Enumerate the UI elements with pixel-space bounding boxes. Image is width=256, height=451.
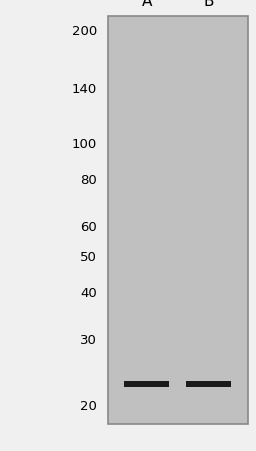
Text: B: B [204, 0, 214, 9]
Text: 80: 80 [81, 174, 97, 187]
Text: 140: 140 [72, 83, 97, 96]
Bar [124, 381, 169, 387]
Text: 30: 30 [80, 334, 97, 347]
Text: 200: 200 [72, 25, 97, 38]
Text: 100: 100 [72, 138, 97, 151]
Bar [186, 381, 231, 387]
Bar [108, 16, 248, 424]
Text: 20: 20 [80, 400, 97, 413]
Text: 60: 60 [81, 221, 97, 234]
Text: 40: 40 [81, 287, 97, 300]
Text: A: A [142, 0, 152, 9]
Text: 50: 50 [80, 251, 97, 264]
Text: kDa: kDa [5, 0, 37, 2]
